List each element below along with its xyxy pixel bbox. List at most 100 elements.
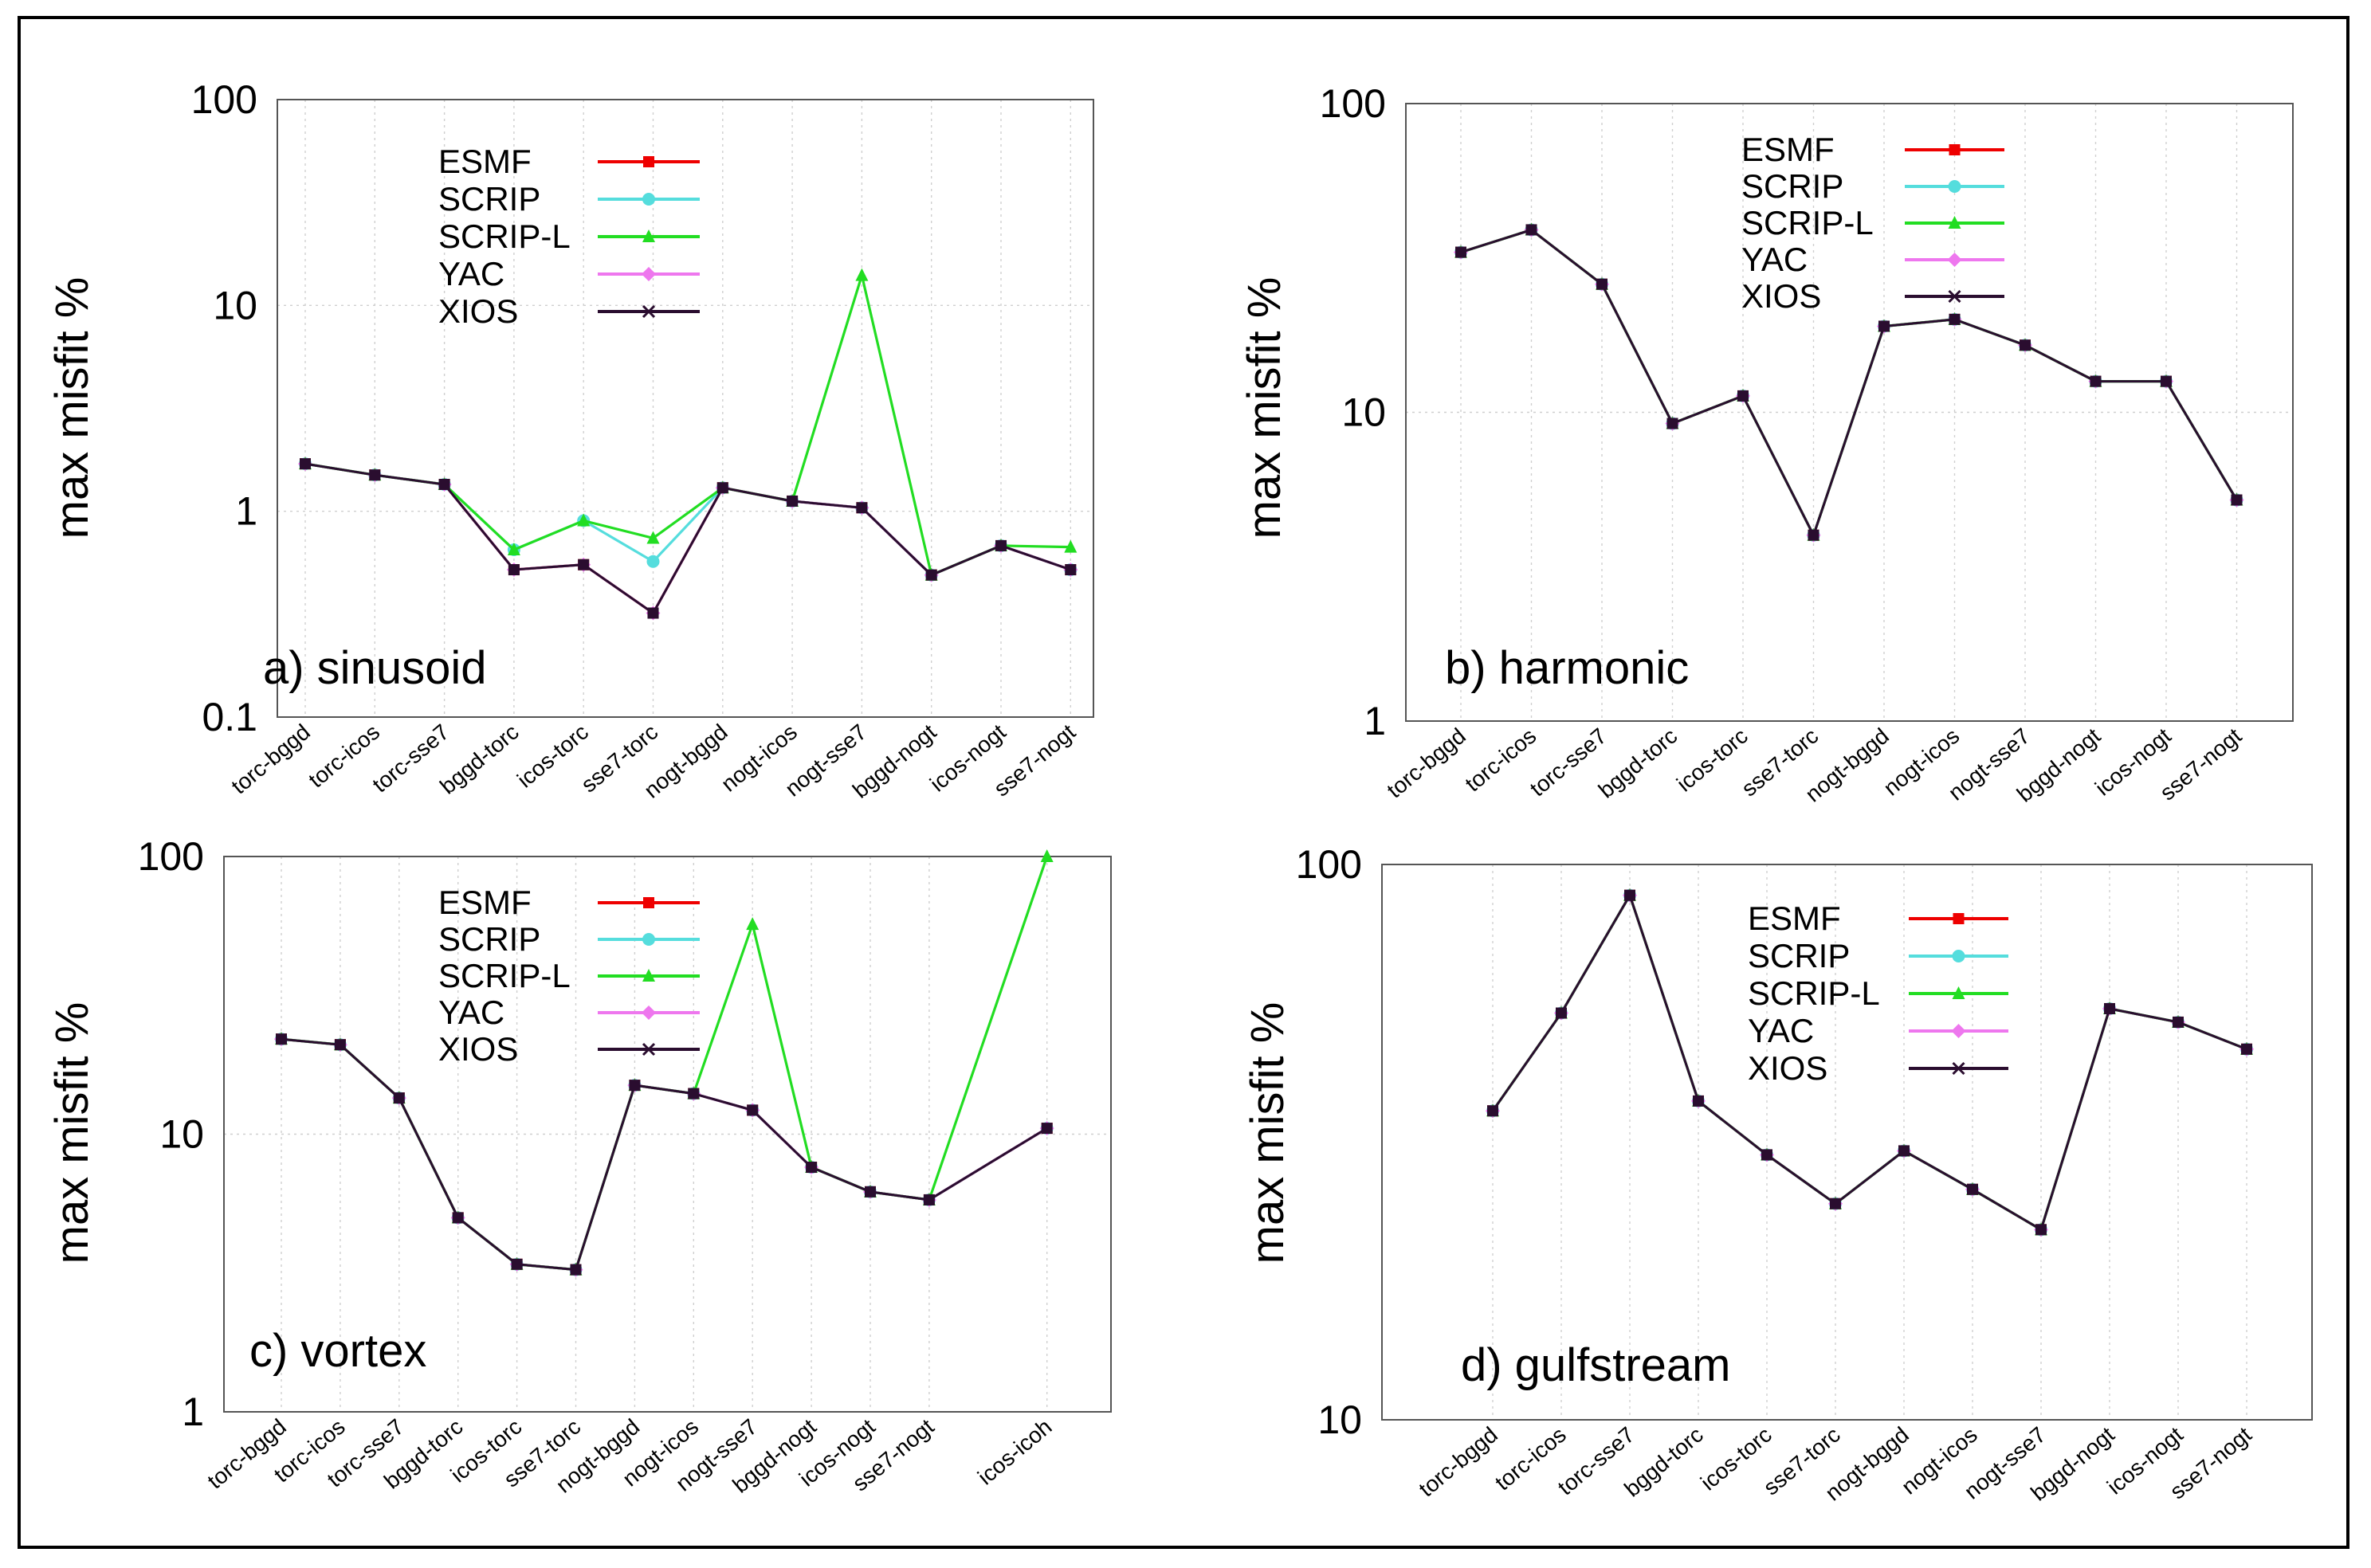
legend-label: XIOS <box>1748 1049 1827 1087</box>
series-scrip-l <box>275 849 1054 1276</box>
y-tick-label: 10 <box>1317 1397 1362 1442</box>
data-point <box>1878 320 1890 332</box>
series-line <box>304 462 1071 615</box>
plot-area <box>1405 103 2294 722</box>
data-point <box>1065 564 1077 576</box>
plot-area <box>1381 864 2313 1421</box>
x-tick-label: torc-bggd <box>202 1414 291 1494</box>
data-point <box>688 1088 700 1100</box>
series-scrip-l <box>1486 888 2253 1236</box>
x-tick-label: torc-bggd <box>1382 723 1470 803</box>
data-point <box>2173 1016 2184 1028</box>
chart-panel-2: 100101torc-bggdtorc-icostorc-sse7bggd-to… <box>1238 81 2294 807</box>
legend-label: SCRIP <box>438 920 540 958</box>
legend-label: XIOS <box>438 1030 518 1068</box>
series-xios <box>1455 224 2243 541</box>
data-point <box>995 539 1007 551</box>
legend-label: YAC <box>1748 1012 1814 1049</box>
panel-title: b) harmonic <box>1445 642 1689 694</box>
data-point <box>647 607 659 619</box>
y-tick-label: 10 <box>1341 390 1386 435</box>
legend-swatch-marker <box>1952 986 1965 999</box>
series-line <box>1491 892 2247 1232</box>
panel-title: c) vortex <box>249 1325 426 1377</box>
data-point <box>334 1039 346 1051</box>
legend-swatch-marker <box>1949 144 1961 155</box>
figure-frame <box>18 16 2349 1549</box>
series-line <box>281 1037 1048 1272</box>
series-line <box>281 1037 1048 1272</box>
data-point <box>1898 1145 1910 1157</box>
data-point <box>629 1080 641 1092</box>
data-point <box>2020 339 2031 351</box>
legend-label: SCRIP <box>1748 937 1850 974</box>
legend-label: XIOS <box>1741 277 1821 315</box>
y-tick-label: 10 <box>159 1112 204 1157</box>
series-scrip-l <box>299 268 1078 581</box>
data-point <box>923 1194 935 1205</box>
series-line <box>1491 892 2247 1232</box>
panel-title: a) sinusoid <box>263 642 486 694</box>
legend-swatch-marker <box>1952 950 1965 962</box>
data-point <box>865 1186 876 1198</box>
data-point <box>1737 390 1749 402</box>
legend-label: ESMF <box>438 884 532 921</box>
data-point <box>1761 1149 1772 1161</box>
data-point <box>276 1033 287 1045</box>
data-point <box>1041 1123 1053 1135</box>
legend-swatch-marker <box>1947 253 1962 267</box>
legend-swatch-marker <box>1953 913 1965 924</box>
legend-swatch-marker <box>642 193 655 206</box>
legend-swatch-marker <box>642 969 655 982</box>
legend-label: ESMF <box>438 143 532 180</box>
data-point <box>856 502 868 514</box>
data-point <box>1455 246 1466 258</box>
data-point <box>646 531 660 544</box>
series-line <box>304 270 1071 577</box>
data-point <box>747 1104 759 1116</box>
y-tick-label: 100 <box>1296 842 1362 887</box>
data-point <box>1487 1105 1498 1117</box>
data-point <box>2161 375 2172 387</box>
series-line <box>281 1037 1048 1272</box>
data-point <box>787 495 799 507</box>
data-point <box>2035 1224 2047 1236</box>
legend-swatch-marker <box>642 229 655 242</box>
x-tick-label: icos-icoh <box>973 1414 1057 1490</box>
legend-label: SCRIP-L <box>438 957 571 994</box>
y-tick-label: 100 <box>1320 81 1386 126</box>
data-point <box>925 569 937 581</box>
series-line <box>1491 892 2247 1232</box>
data-point <box>1064 539 1078 553</box>
data-point <box>1967 1183 1978 1195</box>
legend-swatch-marker <box>642 267 656 281</box>
data-point <box>369 469 381 481</box>
series-line <box>1491 892 2247 1232</box>
series-yac <box>274 1032 1054 1277</box>
data-point <box>1830 1198 1841 1209</box>
y-tick-label: 1 <box>182 1390 204 1434</box>
data-point <box>2090 375 2102 387</box>
series-line <box>304 462 1071 615</box>
legend-label: SCRIP-L <box>438 218 571 255</box>
data-point <box>452 1212 464 1224</box>
series-line <box>1460 228 2238 539</box>
data-point <box>578 559 590 570</box>
series-scrip <box>275 1033 1054 1276</box>
data-point <box>393 1092 405 1104</box>
data-point <box>1693 1095 1704 1107</box>
data-point <box>855 268 869 281</box>
legend-swatch-marker <box>1951 1024 1966 1038</box>
series-line <box>281 856 1049 1272</box>
y-tick-label: 100 <box>138 834 204 879</box>
legend-swatch-marker <box>642 304 656 319</box>
data-point <box>508 564 520 576</box>
series-xios <box>276 1033 1053 1276</box>
legend-swatch-marker <box>642 933 655 946</box>
legend-swatch-marker <box>1948 180 1961 193</box>
data-point <box>511 1258 523 1270</box>
